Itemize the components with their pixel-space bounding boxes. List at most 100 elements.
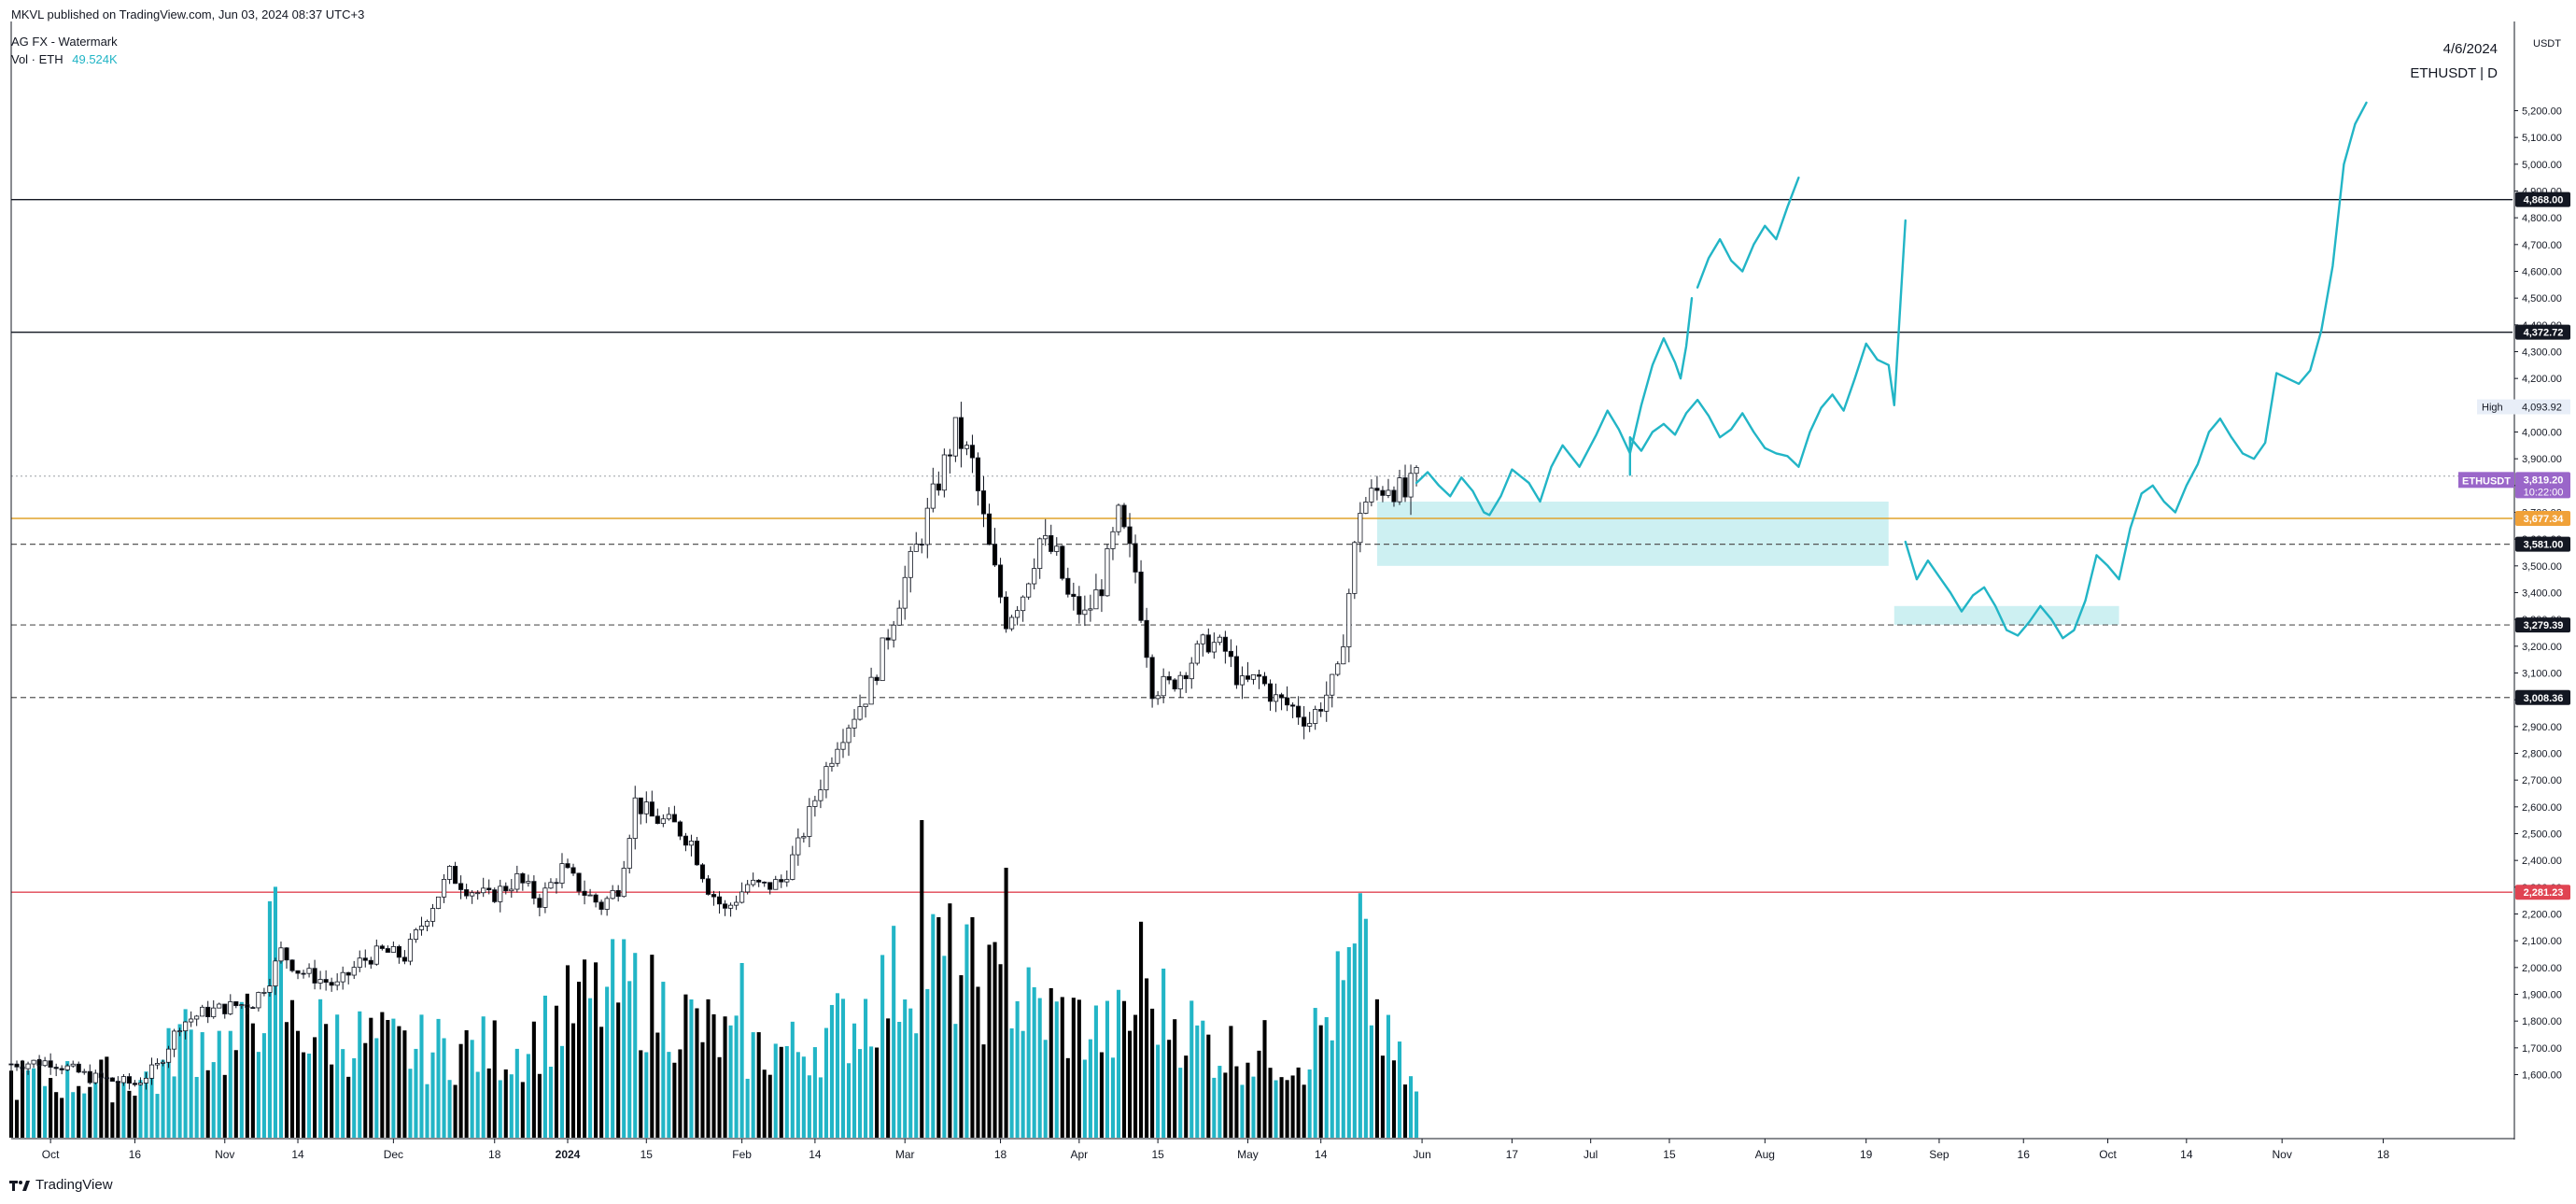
candle-106[interactable] [604, 898, 610, 910]
candle-150[interactable] [852, 718, 857, 729]
candle-141[interactable] [801, 836, 807, 839]
candle-12[interactable] [76, 1063, 81, 1073]
candle-240[interactable] [1358, 513, 1363, 544]
candle-169[interactable] [958, 417, 964, 449]
candle-90[interactable] [514, 873, 520, 890]
candle-245[interactable] [1386, 489, 1391, 496]
candle-242[interactable] [1369, 488, 1374, 503]
candle-208[interactable] [1177, 674, 1183, 690]
candle-51[interactable] [295, 970, 301, 974]
candle-135[interactable] [767, 882, 773, 890]
candle-71[interactable] [407, 939, 414, 962]
level-tag-1-bg[interactable] [2515, 191, 2570, 207]
candle-223[interactable] [1261, 675, 1268, 685]
candle-64[interactable] [368, 959, 373, 965]
candle-203[interactable] [1149, 657, 1155, 700]
candle-229[interactable] [1296, 705, 1302, 718]
candle-109[interactable] [621, 868, 626, 898]
candle-231[interactable] [1307, 723, 1313, 727]
candle-23[interactable] [137, 1083, 144, 1085]
candle-184[interactable] [1043, 534, 1049, 540]
projection-path-3[interactable] [1628, 219, 1907, 476]
candle-193[interactable] [1093, 588, 1099, 610]
candle-87[interactable] [498, 885, 503, 902]
candle-188[interactable] [1065, 577, 1071, 595]
candle-140[interactable] [795, 837, 801, 856]
candle-11[interactable] [70, 1063, 76, 1067]
candle-7[interactable] [48, 1060, 53, 1068]
candle-42[interactable] [245, 1004, 250, 1008]
candle-111[interactable] [632, 797, 638, 839]
candle-28[interactable] [165, 1048, 172, 1063]
candle-137[interactable] [779, 879, 784, 883]
candle-181[interactable] [1026, 583, 1032, 598]
candle-187[interactable] [1060, 545, 1065, 579]
candle-236[interactable] [1335, 663, 1341, 675]
candle-38[interactable] [222, 1003, 228, 1014]
level-tag-6-bg[interactable] [2515, 689, 2570, 705]
projection-path-1[interactable] [1415, 297, 1694, 517]
candle-102[interactable] [582, 890, 587, 896]
candle-57[interactable] [329, 982, 334, 986]
candle-18[interactable] [109, 1077, 115, 1083]
candle-180[interactable] [1021, 596, 1026, 612]
candle-33[interactable] [194, 1015, 200, 1020]
candle-58[interactable] [334, 981, 340, 986]
candle-84[interactable] [481, 887, 486, 894]
candle-19[interactable] [115, 1081, 120, 1084]
candle-168[interactable] [952, 417, 958, 457]
candle-160[interactable] [908, 550, 913, 578]
candle-232[interactable] [1313, 709, 1318, 724]
candle-220[interactable] [1245, 675, 1251, 680]
candle-56[interactable] [323, 979, 329, 984]
candle-92[interactable] [526, 881, 531, 884]
candle-25[interactable] [148, 1064, 155, 1079]
candle-50[interactable] [289, 959, 295, 971]
candle-156[interactable] [885, 637, 891, 641]
candle-216[interactable] [1222, 636, 1228, 652]
candle-214[interactable] [1211, 642, 1217, 653]
candle-200[interactable] [1133, 543, 1138, 573]
candle-238[interactable] [1346, 592, 1352, 647]
candle-35[interactable] [205, 1006, 211, 1017]
candle-198[interactable] [1121, 504, 1127, 528]
candle-132[interactable] [751, 879, 756, 885]
candle-20[interactable] [120, 1076, 126, 1084]
candle-173[interactable] [980, 490, 987, 515]
candle-61[interactable] [351, 967, 357, 976]
candle-182[interactable] [1032, 568, 1037, 585]
candle-117[interactable] [666, 814, 671, 820]
candle-30[interactable] [177, 1030, 183, 1033]
candle-178[interactable] [1009, 616, 1015, 630]
candle-67[interactable] [385, 948, 390, 953]
candle-108[interactable] [615, 889, 621, 898]
candle-144[interactable] [818, 789, 823, 801]
candle-86[interactable] [492, 889, 498, 902]
candle-183[interactable] [1037, 538, 1043, 569]
candle-60[interactable] [345, 971, 351, 976]
candle-143[interactable] [812, 800, 818, 807]
candle-47[interactable] [273, 960, 278, 986]
current-price-tag-bg[interactable] [2515, 472, 2570, 499]
candle-83[interactable] [475, 892, 481, 895]
candle-52[interactable] [301, 972, 306, 975]
candle-70[interactable] [401, 956, 407, 962]
candle-80[interactable] [458, 883, 464, 890]
candle-206[interactable] [1166, 675, 1172, 681]
candle-148[interactable] [840, 742, 846, 750]
volume-legend[interactable]: Vol · ETH 49.524K [11, 52, 118, 66]
candle-62[interactable] [357, 957, 362, 969]
candle-248[interactable] [1402, 477, 1408, 498]
level-tag-4-bg[interactable] [2515, 536, 2570, 552]
candle-241[interactable] [1363, 502, 1369, 514]
candle-154[interactable] [874, 676, 880, 682]
candle-235[interactable] [1330, 673, 1335, 696]
level-tag-5-bg[interactable] [2515, 617, 2570, 633]
candle-55[interactable] [317, 979, 323, 984]
candle-113[interactable] [643, 801, 649, 814]
candle-13[interactable] [81, 1070, 87, 1073]
candle-63[interactable] [362, 957, 368, 961]
candle-8[interactable] [53, 1067, 59, 1069]
candle-133[interactable] [756, 879, 762, 883]
candle-250[interactable] [1414, 467, 1419, 475]
